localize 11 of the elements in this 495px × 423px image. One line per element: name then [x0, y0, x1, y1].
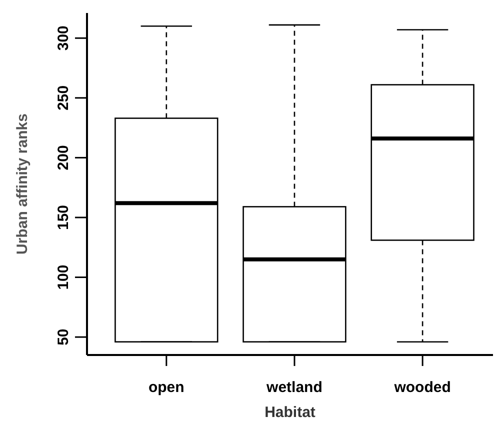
y-tick-label: 250: [55, 85, 72, 110]
x-axis-title: Habitat: [264, 404, 316, 421]
y-tick-label: 50: [55, 328, 72, 346]
y-tick-label: 200: [55, 145, 72, 170]
y-tick-label: 100: [55, 264, 72, 290]
x-tick-label: open: [148, 379, 184, 396]
x-tick-label: wetland: [266, 379, 322, 396]
y-axis-title: Urban affinity ranks: [14, 114, 31, 254]
y-tick-label: 300: [55, 26, 72, 51]
x-tick-label: wooded: [393, 379, 451, 396]
y-tick-label: 150: [55, 204, 72, 230]
